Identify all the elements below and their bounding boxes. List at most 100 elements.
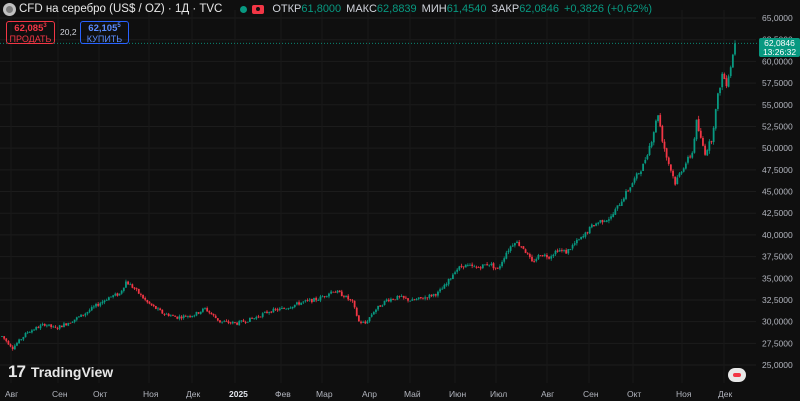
candle-body xyxy=(727,76,730,87)
candle-body xyxy=(704,145,706,155)
candle-body xyxy=(319,296,322,301)
x-tick-label: Июн xyxy=(449,389,466,399)
candle-body xyxy=(372,312,375,315)
last-price-time: 13:26:32 xyxy=(762,46,797,57)
candle-body xyxy=(548,257,550,259)
y-tick-label: 32,5000 xyxy=(762,295,793,305)
candle-body xyxy=(640,171,642,174)
candle-body xyxy=(383,300,386,305)
tradingview-mark-icon: 17 xyxy=(8,362,26,381)
candle-body xyxy=(7,341,10,345)
candle-body xyxy=(50,324,53,328)
candle-body xyxy=(631,183,634,188)
x-tick-label: Авг xyxy=(5,389,18,399)
candle-body xyxy=(20,339,23,341)
candle-body xyxy=(133,287,136,289)
candle-body xyxy=(105,300,108,301)
candle-body xyxy=(60,325,63,328)
candle-body xyxy=(394,299,397,301)
candle-body xyxy=(58,325,61,329)
candle-body xyxy=(56,328,59,329)
candle-body xyxy=(302,301,305,303)
candle-body xyxy=(390,298,392,302)
candle-body xyxy=(163,313,166,315)
candle-body xyxy=(447,279,450,285)
candle-body xyxy=(142,294,144,299)
candle-body xyxy=(41,323,44,325)
candle-body xyxy=(167,313,170,317)
tradingview-logo[interactable]: 17 TradingView xyxy=(8,362,113,382)
candle-body xyxy=(633,178,636,183)
candle-body xyxy=(721,73,724,88)
candle-body xyxy=(725,78,728,87)
candle-body xyxy=(281,307,283,309)
y-tick-label: 60,0000 xyxy=(762,56,793,66)
candle-body xyxy=(443,284,446,289)
candle-body xyxy=(69,322,72,324)
buy-button[interactable]: 62,1055 КУПИТЬ xyxy=(80,21,129,44)
y-tick-label: 55,0000 xyxy=(762,100,793,110)
candle-body xyxy=(110,296,112,298)
candle-body xyxy=(52,326,55,328)
candle-body xyxy=(84,313,87,316)
x-tick-label: Ноя xyxy=(143,389,159,399)
candle-body xyxy=(189,316,191,317)
candle-body xyxy=(127,281,129,285)
candle-body xyxy=(398,296,401,297)
y-tick-label: 65,0000 xyxy=(762,13,793,23)
candle-body xyxy=(238,321,241,326)
symbol-title[interactable]: CFD на серебро (US$ / OZ) · 1Д · TVC xyxy=(19,3,223,15)
candle-body xyxy=(430,294,433,297)
candle-body xyxy=(650,142,653,147)
candle-body xyxy=(351,300,354,302)
candle-body xyxy=(97,304,100,306)
candle-body xyxy=(603,221,606,223)
candle-body xyxy=(296,302,298,305)
eye-icon[interactable] xyxy=(252,4,265,14)
y-tick-label: 37,5000 xyxy=(762,252,793,262)
candle-body xyxy=(616,205,619,209)
x-tick-label: Дек xyxy=(718,389,732,399)
candle-body xyxy=(272,308,275,313)
candle-body xyxy=(210,312,213,315)
candle-body xyxy=(535,259,538,262)
candle-body xyxy=(274,308,277,310)
chart-header: CFD на серебро (US$ / OZ) · 1Д · TVC ОТК… xyxy=(0,0,760,18)
candle-body xyxy=(242,320,245,322)
candle-body xyxy=(569,249,572,250)
candle-body xyxy=(289,307,292,309)
candle-body xyxy=(1,336,3,337)
candle-body xyxy=(561,250,563,251)
candle-body xyxy=(625,191,627,199)
candle-body xyxy=(612,214,615,217)
candle-body xyxy=(608,219,610,221)
candle-body xyxy=(370,314,373,317)
candle-body xyxy=(466,264,469,266)
y-tick-label: 40,0000 xyxy=(762,230,793,240)
candle-body xyxy=(422,298,424,300)
chart-settings-icon[interactable] xyxy=(728,368,746,382)
candle-body xyxy=(78,316,80,318)
candle-body xyxy=(539,255,542,257)
candle-body xyxy=(381,305,384,307)
candle-body xyxy=(197,312,200,314)
candle-body xyxy=(409,300,412,302)
sell-button[interactable]: 62,0853 ПРОДАТЬ xyxy=(6,21,55,44)
candle-body xyxy=(22,336,25,340)
candle-body xyxy=(184,315,187,317)
candle-body xyxy=(546,254,548,258)
candle-body xyxy=(26,332,29,334)
candle-body xyxy=(558,250,561,252)
tradingview-name: TradingView xyxy=(30,364,114,380)
candle-body xyxy=(159,308,162,311)
candle-body xyxy=(586,232,589,234)
candle-body xyxy=(503,258,506,262)
candle-body xyxy=(355,307,358,316)
candle-body xyxy=(490,263,493,265)
candle-body xyxy=(208,311,211,313)
candle-body xyxy=(499,266,501,269)
candle-body xyxy=(481,264,484,268)
candle-body xyxy=(565,249,568,254)
